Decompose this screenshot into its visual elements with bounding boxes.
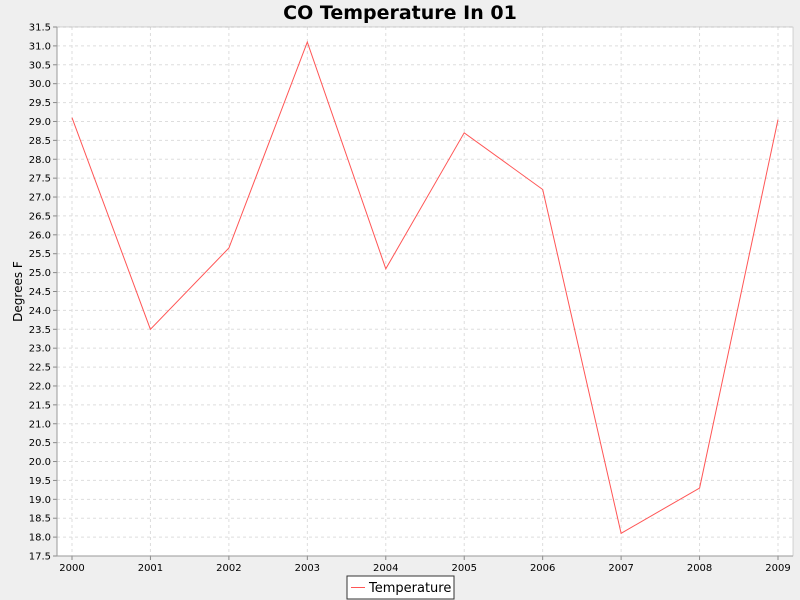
series-line-temperature (71, 40, 779, 535)
y-tick-label: 20.5 (29, 438, 51, 449)
y-tick-label: 31.5 (29, 23, 51, 34)
y-tick-label: 29.5 (29, 98, 51, 109)
x-tick-label: 2001 (138, 563, 163, 574)
x-tick-label: 2004 (373, 563, 398, 574)
y-tick-label: 31.0 (29, 41, 51, 52)
y-tick-label: 26.5 (29, 211, 51, 222)
legend-box (346, 575, 455, 600)
y-tick-label: 28.5 (29, 136, 51, 147)
legend: Temperature (346, 575, 455, 600)
y-tick-label: 27.0 (29, 193, 51, 204)
series-layer (71, 40, 779, 535)
plot-border (56, 26, 794, 557)
y-tick-label: 23.5 (29, 325, 51, 336)
axes: 17.5 18.0 18.5 19.0 19.5 20.0 20.5 21.0 21.5 22.0… (29, 23, 794, 574)
x-tick-label: 2000 (59, 563, 84, 574)
y-tick-label: 28.0 (29, 155, 51, 166)
y-tick-label: 24.0 (29, 306, 51, 317)
y-tick-label: 27.5 (29, 174, 51, 185)
y-tick-label: 24.5 (29, 287, 51, 298)
x-tick-label: 2008 (687, 563, 712, 574)
y-tick-label: 22.5 (29, 363, 51, 374)
y-tick-label: 30.5 (29, 60, 51, 71)
y-tick-label: 25.5 (29, 249, 51, 260)
x-tick-label: 2007 (608, 563, 633, 574)
x-tick-label: 2003 (295, 563, 320, 574)
y-tick-label: 19.5 (29, 476, 51, 487)
y-tick-label: 29.0 (29, 117, 51, 128)
y-tick-label: 23.0 (29, 344, 51, 355)
y-tick-label: 26.0 (29, 230, 51, 241)
y-axis-title: Degrees F (11, 261, 25, 322)
x-tick-label: 2002 (216, 563, 241, 574)
y-tick-label: 30.0 (29, 79, 51, 90)
y-tick-label: 20.0 (29, 457, 51, 468)
chart-title: CO Temperature In 01 (283, 2, 517, 24)
y-tick-label: 19.0 (29, 495, 51, 506)
y-tick-label: 21.0 (29, 419, 51, 430)
legend-label-temperature: Temperature (368, 581, 451, 596)
y-tick-label: 18.0 (29, 533, 51, 544)
y-tick-label: 21.5 (29, 400, 51, 411)
x-tick-label: 2009 (765, 563, 790, 574)
y-tick-label: 17.5 (29, 552, 51, 563)
x-tick-label: 2006 (530, 563, 555, 574)
y-tick-label: 25.0 (29, 268, 51, 279)
x-tick-label: 2005 (451, 563, 476, 574)
y-tick-label: 18.5 (29, 514, 51, 525)
y-tick-label: 22.0 (29, 381, 51, 392)
